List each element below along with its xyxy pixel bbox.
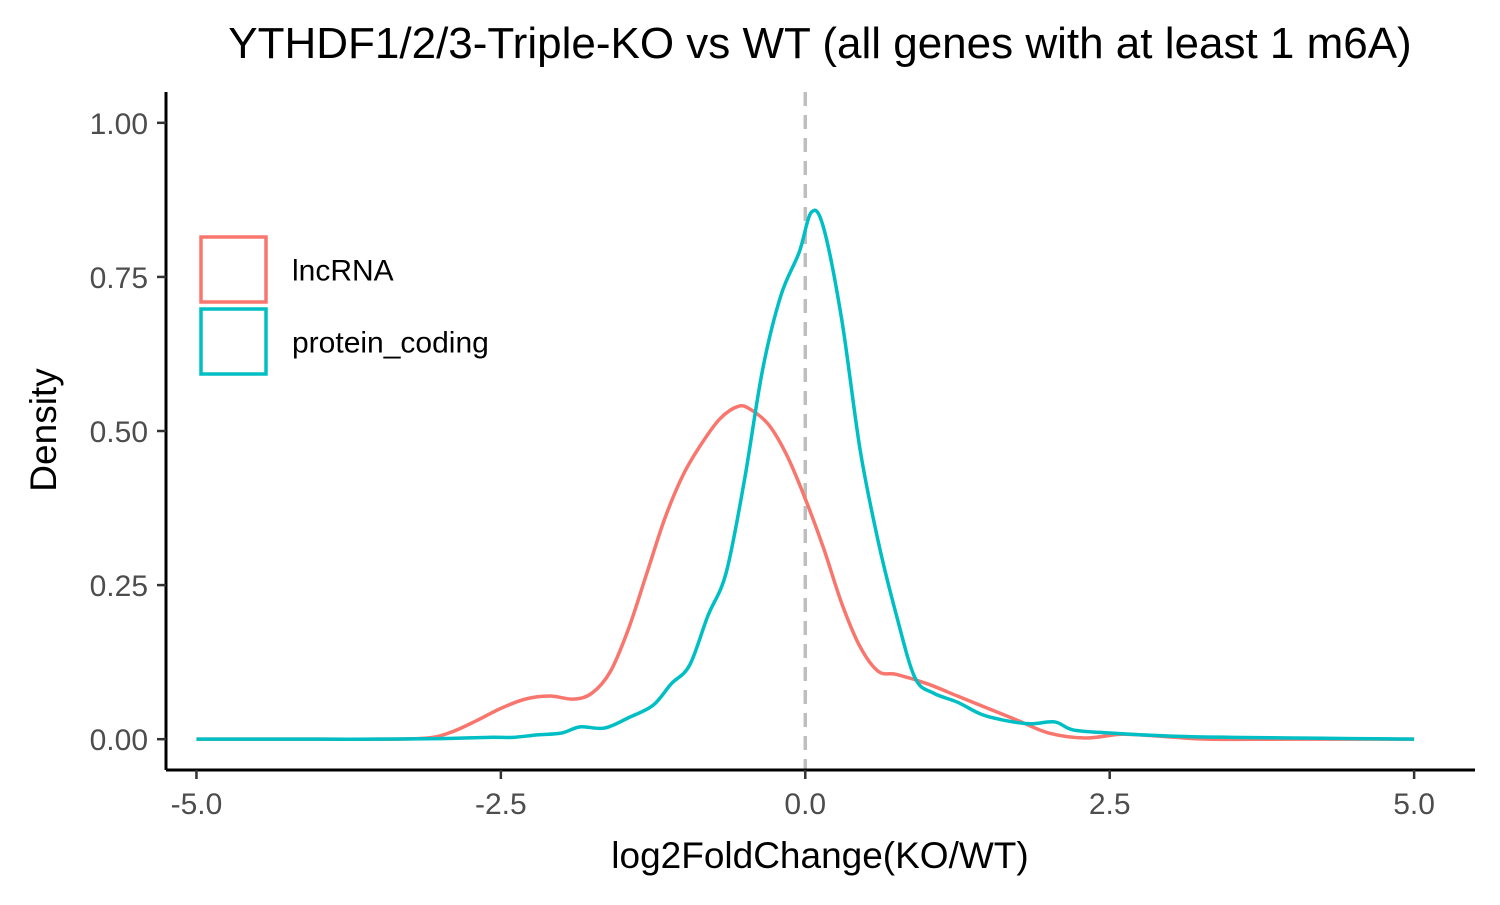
x-tick-label: 2.5 — [1089, 788, 1131, 821]
density-curve-lncrna — [196, 403, 1415, 742]
legend-key-lncrna — [199, 235, 268, 304]
x-axis-label: log2FoldChange(KO/WT) — [611, 835, 1028, 876]
y-tick-label: 0.75 — [90, 262, 148, 295]
plot-area: 0.00 0.25 0.50 0.75 1.00 -5.0 -2.5 0.0 2.5 5.0 — [90, 92, 1475, 821]
y-tick-label: 0.00 — [90, 724, 148, 757]
legend-label-protein-coding: protein_coding — [292, 327, 489, 360]
y-tick-label: 1.00 — [90, 108, 148, 141]
y-tick-label: 0.50 — [90, 416, 148, 449]
legend-label-lncrna: lncRNA — [292, 255, 394, 288]
x-tick-label: 0.0 — [784, 788, 826, 821]
x-tick-label: 5.0 — [1393, 788, 1435, 821]
y-axis-label: Density — [23, 368, 64, 492]
chart-title: YTHDF1/2/3-Triple-KO vs WT (all genes wi… — [228, 19, 1411, 68]
x-tick-label: -2.5 — [475, 788, 527, 821]
legend-key-protein-coding — [199, 307, 268, 376]
legend: lncRNA protein_coding — [199, 235, 489, 376]
density-curve-protein-coding — [196, 208, 1415, 741]
y-tick-label: 0.25 — [90, 570, 148, 603]
x-tick-label: -5.0 — [171, 788, 223, 821]
